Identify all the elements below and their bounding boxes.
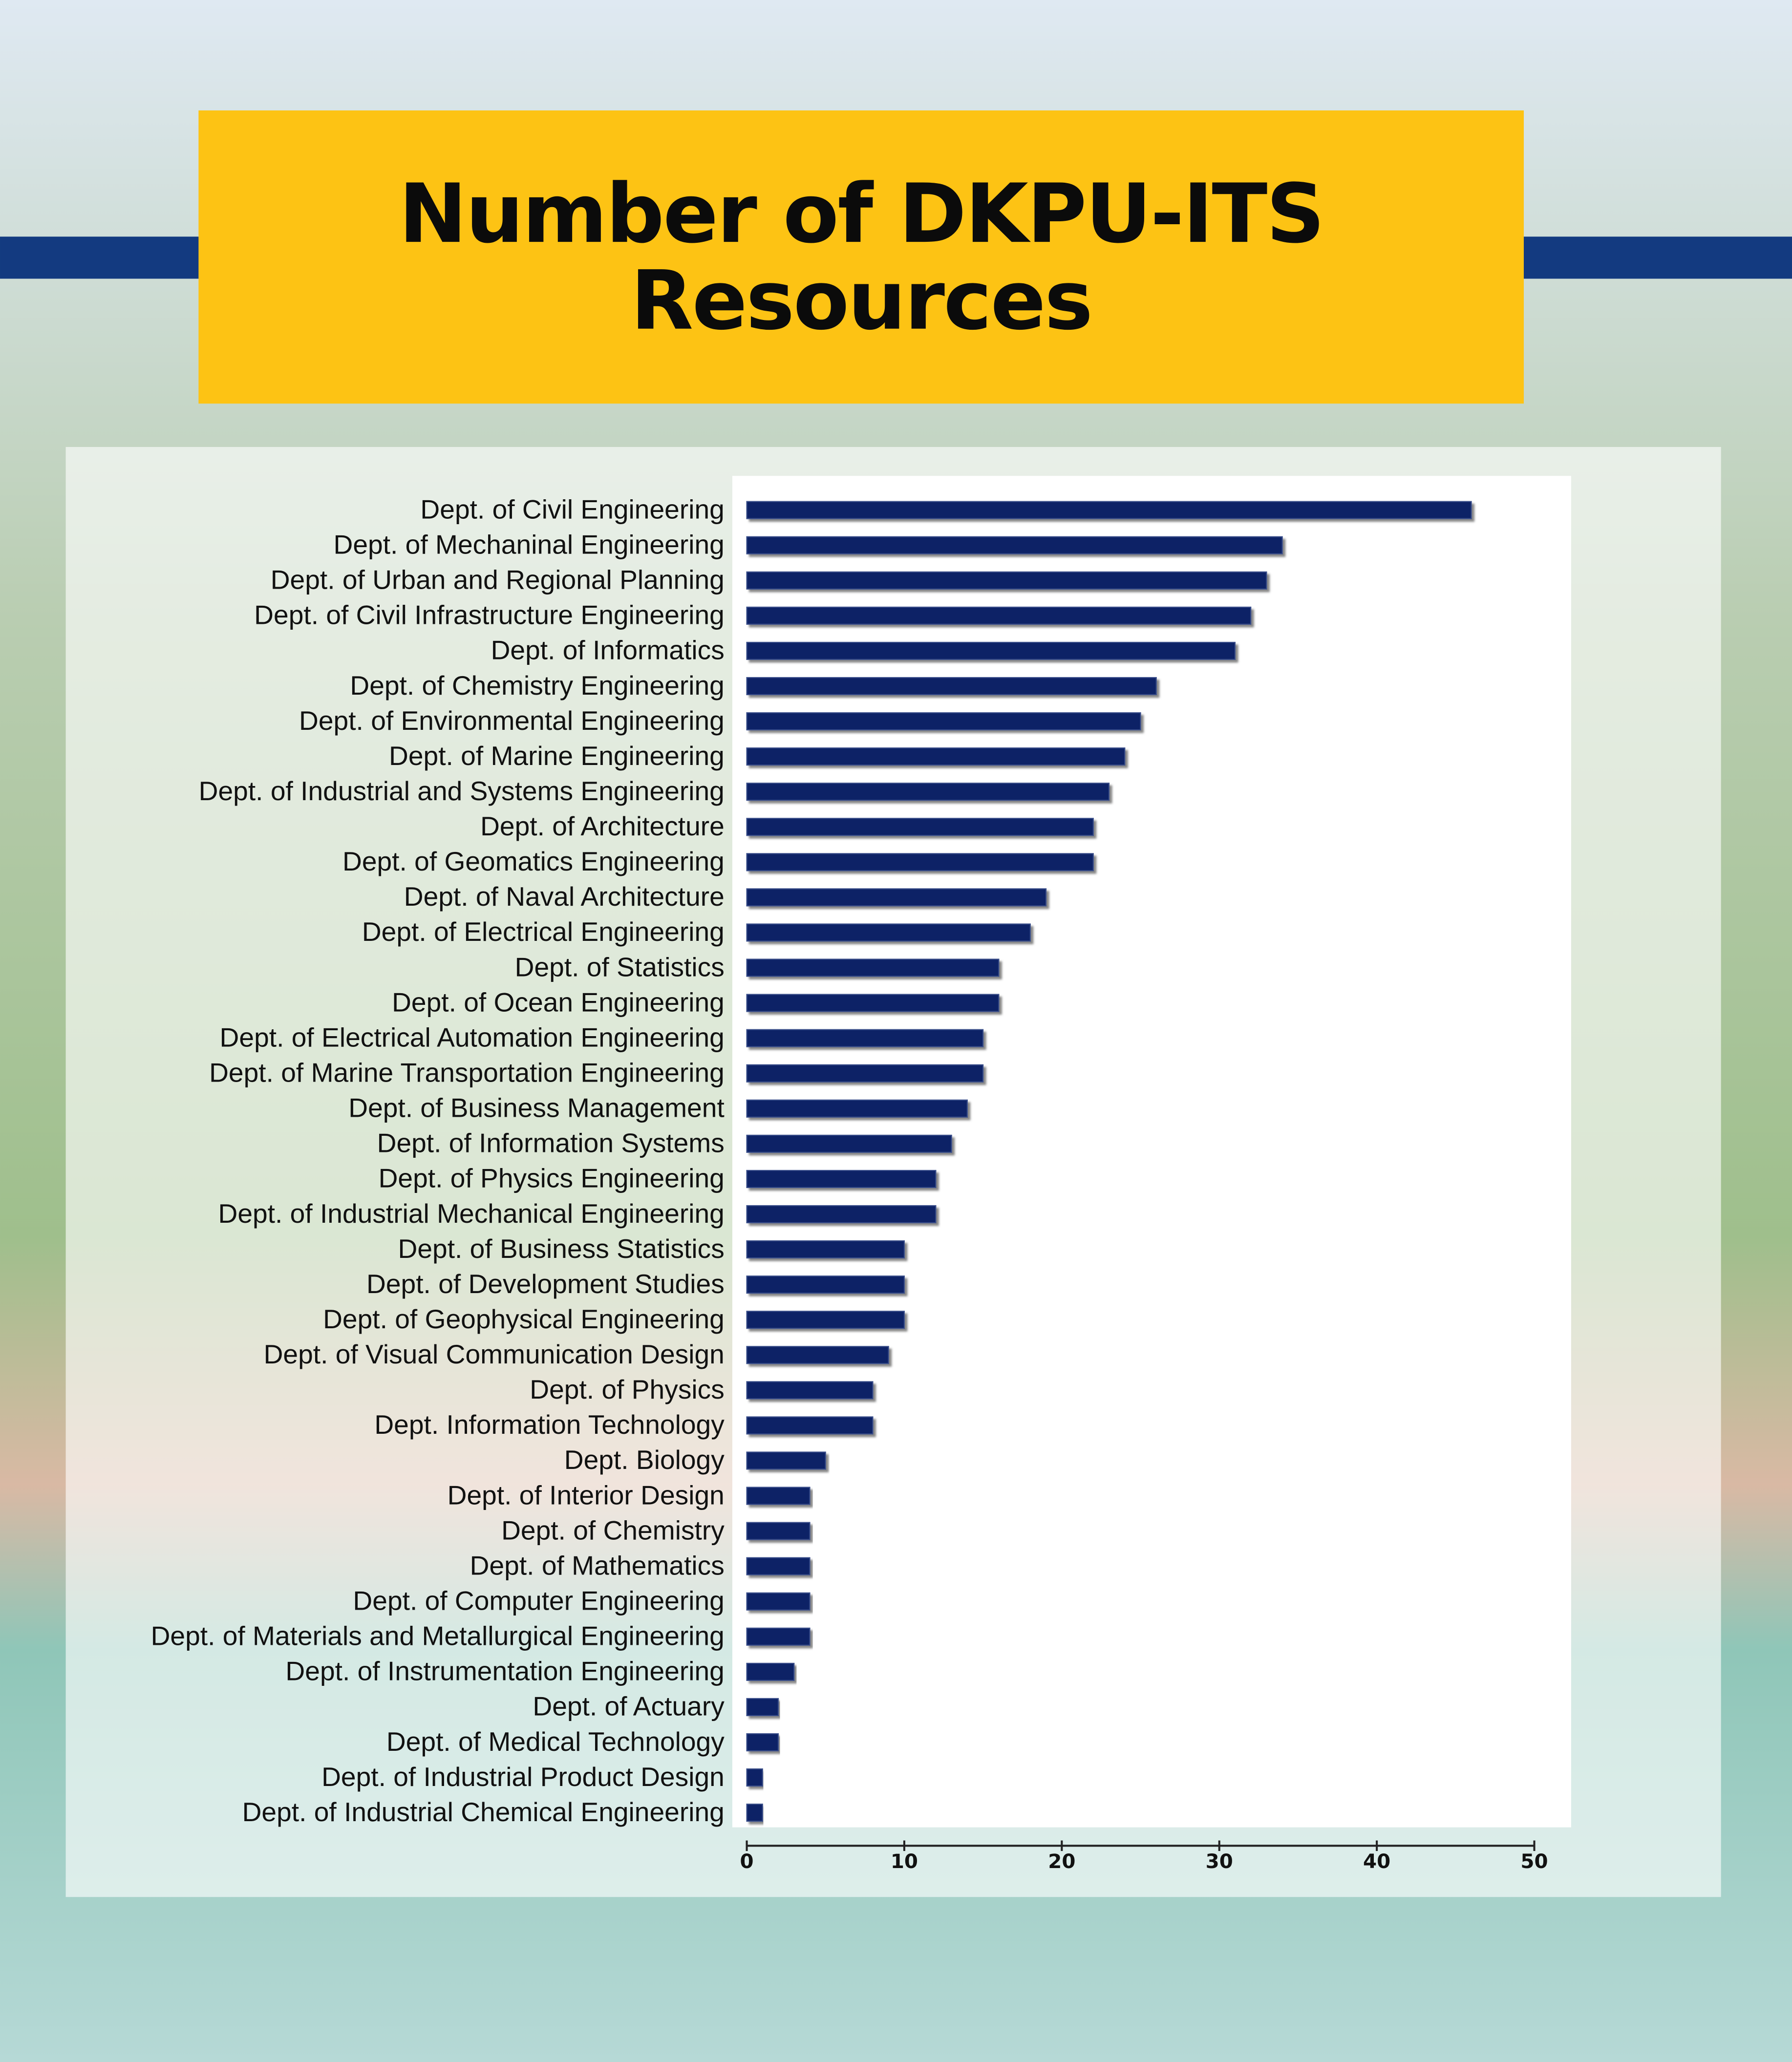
- bar: [746, 1627, 811, 1646]
- y-tick-label: Dept. of Mathematics: [470, 1550, 725, 1580]
- bar: [746, 1240, 905, 1259]
- chart-title: Number of DKPU-ITS Resources: [399, 165, 1325, 348]
- bar: [746, 747, 1126, 766]
- y-tick-label: Dept. of Marine Engineering: [389, 741, 725, 771]
- y-tick-label: Dept. of Mechaninal Engineering: [334, 529, 725, 559]
- y-tick-label: Dept. of Geomatics Engineering: [342, 846, 725, 876]
- bar: [746, 1275, 905, 1294]
- y-tick-label: Dept. of Business Management: [348, 1093, 725, 1123]
- y-tick-label: Dept. of Computer Engineering: [353, 1586, 724, 1616]
- title-area: Number of DKPU-ITS Resources: [399, 165, 1325, 348]
- bar: [746, 1099, 968, 1118]
- bar: [746, 1451, 826, 1470]
- y-tick-label: Dept. of Informatics: [491, 635, 725, 665]
- bar: [746, 1487, 811, 1505]
- bar: [746, 571, 1267, 590]
- bar: [746, 606, 1252, 625]
- y-tick-label: Dept. of Interior Design: [448, 1480, 725, 1510]
- bar: [746, 1346, 889, 1364]
- y-tick-label: Dept. of Geophysical Engineering: [323, 1304, 725, 1334]
- bar: [746, 641, 1236, 660]
- bar: [746, 1662, 795, 1681]
- bar: [746, 712, 1141, 731]
- y-tick-label: Dept. of Industrial Product Design: [321, 1762, 725, 1792]
- y-tick-label: Dept. of Information Systems: [377, 1128, 725, 1158]
- y-tick-label: Dept. of Actuary: [533, 1691, 725, 1722]
- bar: [746, 1804, 763, 1822]
- y-tick-label: Dept. of Industrial Mechanical Engineeri…: [218, 1198, 724, 1229]
- y-tick-label: Dept. Information Technology: [374, 1409, 725, 1440]
- bar: [746, 1768, 763, 1787]
- x-tick-label: 0: [740, 1850, 754, 1873]
- bar: [746, 1522, 811, 1540]
- y-tick-label: Dept. of Naval Architecture: [404, 881, 725, 912]
- bar: [746, 994, 1000, 1012]
- bar: [746, 1311, 905, 1329]
- y-tick-label: Dept. of Environmental Engineering: [299, 705, 725, 736]
- y-tick-label: Dept. of Ocean Engineering: [392, 987, 725, 1017]
- y-tick-label: Dept. of Chemistry Engineering: [350, 670, 724, 701]
- y-tick-label: Dept. of Medical Technology: [386, 1726, 725, 1757]
- bar: [746, 536, 1283, 554]
- bar: [746, 853, 1094, 872]
- bar: [746, 818, 1094, 836]
- bar: [746, 888, 1047, 907]
- bar: [746, 1134, 952, 1153]
- y-tick-label: Dept. of Development Studies: [366, 1269, 725, 1299]
- plot: 0 10 20 30 40 50 Dept. of Civil Engineering Dep…: [151, 494, 1548, 1873]
- y-tick-label: Dept. of Instrumentation Engineering: [285, 1656, 724, 1686]
- y-tick-label: Dept. of Materials and Metallurgical Eng…: [151, 1621, 725, 1651]
- title-box: [198, 110, 1524, 404]
- bar: [746, 923, 1031, 942]
- bar: [746, 1592, 811, 1611]
- bar: [746, 783, 1110, 801]
- bar: [746, 958, 1000, 977]
- y-tick-label: Dept. of Civil Engineering: [420, 494, 724, 524]
- y-tick-label: Dept. of Business Statistics: [398, 1233, 725, 1264]
- bar: [746, 1557, 811, 1575]
- bar: [746, 1698, 779, 1717]
- bar: [746, 1381, 874, 1400]
- y-tick-label: Dept. of Chemistry: [501, 1515, 725, 1545]
- y-tick-label: Dept. of Statistics: [515, 952, 725, 982]
- bar: [746, 1205, 937, 1224]
- bar: [746, 1733, 779, 1752]
- bar: [746, 677, 1157, 696]
- x-tick-label: 40: [1363, 1850, 1390, 1873]
- y-tick-label: Dept. of Electrical Automation Engineeri…: [220, 1022, 725, 1052]
- x-tick-label: 20: [1048, 1850, 1075, 1873]
- x-tick-label: 10: [891, 1850, 918, 1873]
- y-tick-label: Dept. of Physics: [530, 1374, 725, 1404]
- y-tick-label: Dept. of Electrical Engineering: [362, 916, 725, 947]
- y-tick-label: Dept. of Urban and Regional Planning: [271, 565, 725, 595]
- y-tick-label: Dept. Biology: [564, 1445, 725, 1475]
- bar: [746, 1169, 937, 1189]
- y-tick-label: Dept. of Architecture: [480, 811, 725, 841]
- bar: [746, 1029, 984, 1047]
- bar: [746, 1064, 984, 1083]
- x-tick-label: 50: [1520, 1850, 1548, 1873]
- bar: [746, 1416, 874, 1435]
- y-tick-label: Dept. of Industrial and Systems Engineer…: [199, 776, 725, 806]
- y-tick-label: Dept. of Civil Infrastructure Engineerin…: [254, 600, 725, 630]
- y-tick-label: Dept. of Visual Communication Design: [264, 1339, 725, 1369]
- y-tick-label: Dept. of Physics Engineering: [379, 1163, 725, 1193]
- y-tick-label: Dept. of Industrial Chemical Engineering: [242, 1797, 725, 1827]
- bar: [746, 501, 1472, 519]
- y-tick-label: Dept. of Marine Transportation Engineeri…: [209, 1058, 725, 1088]
- x-tick-label: 30: [1206, 1850, 1233, 1873]
